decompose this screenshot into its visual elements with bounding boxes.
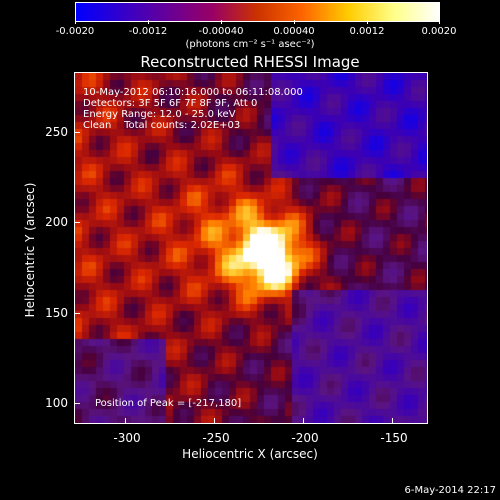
y-tick-mark <box>74 222 80 223</box>
colorbar-tick-mark <box>439 20 440 24</box>
datestamp: 6-May-2014 22:17 <box>404 485 496 496</box>
x-tick-mark <box>125 418 126 424</box>
x-tick-mark <box>392 418 393 424</box>
info-detectors: Detectors: 3F 5F 6F 7F 8F 9F, Att 0 <box>83 98 258 109</box>
y-tick-mark <box>74 313 80 314</box>
y-tick-label: 100 <box>45 396 68 410</box>
y-tick-mark <box>74 403 80 404</box>
colorbar-tick-mark <box>148 20 149 24</box>
image-title: Reconstructed RHESSI Image <box>140 53 360 71</box>
info-clean-counts: Clean Total counts: 2.02E+03 <box>83 120 241 131</box>
x-axis-label: Heliocentric X (arcsec) <box>182 447 318 461</box>
x-tick-label: -300 <box>113 431 141 445</box>
colorbar-tick-mark <box>75 20 76 24</box>
y-tick-label: 250 <box>45 125 68 139</box>
x-tick-mark <box>214 418 215 424</box>
y-tick-mark <box>74 132 80 133</box>
x-tick-label: -150 <box>380 431 408 445</box>
colorbar-tick-label: 0.0012 <box>349 26 385 37</box>
y-tick-label: 150 <box>45 306 68 320</box>
x-tick-label: -200 <box>291 431 319 445</box>
colorbar-tick-mark <box>367 20 368 24</box>
colorbar <box>75 2 440 22</box>
y-axis-label: Heliocentric Y (arcsec) <box>23 182 37 318</box>
x-tick-label: -250 <box>202 431 230 445</box>
colorbar-tick-label: -0.00040 <box>198 26 244 37</box>
colorbar-tick-label: -0.0012 <box>128 26 168 37</box>
image-plot-area: 10-May-2012 06:10:16.000 to 06:11:08.000… <box>74 72 428 424</box>
colorbar-tick-label: 0.00040 <box>273 26 315 37</box>
colorbar-tick-mark <box>221 20 222 24</box>
colorbar-tick-label: -0.0020 <box>55 26 95 37</box>
colorbar-units: (photons cm⁻² s⁻¹ asec⁻²) <box>185 39 315 50</box>
colorbar-tick-mark <box>294 20 295 24</box>
colorbar-tick-label: 0.0020 <box>421 26 457 37</box>
x-tick-mark <box>303 418 304 424</box>
rhessi-heatmap <box>75 73 427 423</box>
peak-position-label: Position of Peak = [-217,180] <box>95 398 242 409</box>
info-time-range: 10-May-2012 06:10:16.000 to 06:11:08.000 <box>83 87 303 98</box>
y-tick-label: 200 <box>45 215 68 229</box>
info-energy-range: Energy Range: 12.0 - 25.0 keV <box>83 109 236 120</box>
